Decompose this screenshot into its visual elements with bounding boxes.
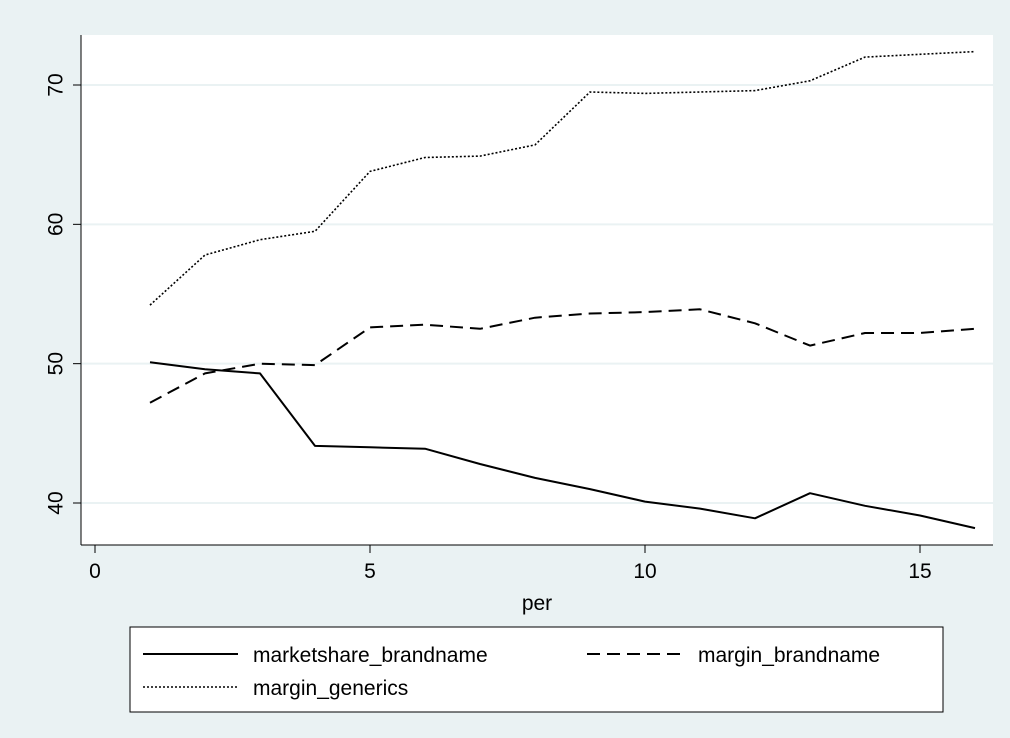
legend-item-marketshare-brandname: marketshare_brandname (143, 644, 488, 667)
plot-area (81, 35, 993, 545)
y-tick-label: 50 (45, 352, 68, 375)
x-axis-title: per (522, 592, 552, 615)
series-line-marketshare-brandname (149, 361, 976, 530)
ticks-layer: 40 50 60 70 0 5 10 15 (45, 73, 932, 583)
legend-label: marketshare_brandname (253, 644, 488, 667)
x-tick-label: 15 (908, 560, 931, 583)
axes-layer (80, 35, 993, 546)
legend-box (129, 626, 944, 713)
x-tick-label: 0 (89, 560, 101, 583)
series-layer (149, 50, 976, 530)
y-tick-label: 60 (45, 213, 68, 236)
x-tick-label: 5 (364, 560, 376, 583)
x-tick-label: 10 (633, 560, 656, 583)
legend-item-margin-generics: margin_generics (143, 677, 408, 700)
legend-label: margin_brandname (698, 644, 880, 667)
legend: marketshare_brandname margin_brandname m… (129, 626, 944, 713)
series-line-margin-brandname (149, 308, 976, 404)
grid-layer (81, 84, 993, 504)
y-tick-label: 70 (45, 73, 68, 96)
legend-label: margin_generics (253, 677, 408, 700)
legend-item-margin-brandname: margin_brandname (587, 644, 880, 667)
y-tick-label: 40 (45, 491, 68, 514)
